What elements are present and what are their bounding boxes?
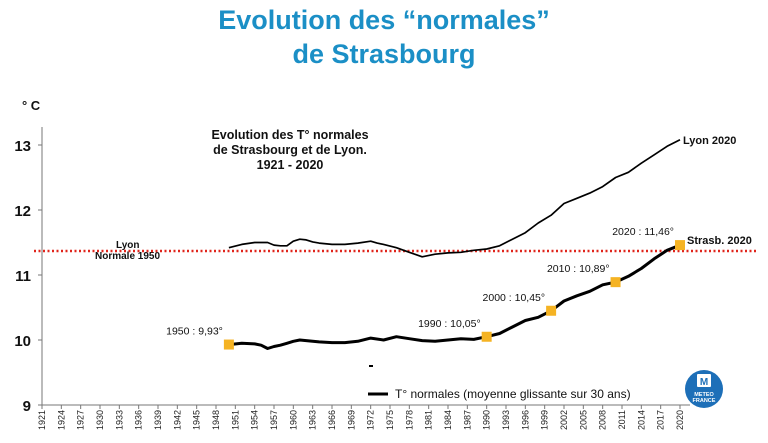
x-tick-label: 2005 — [578, 410, 588, 430]
reference-label-line2: Normale 1950 — [95, 251, 160, 262]
x-tick-label: 1957 — [269, 410, 279, 430]
meteo-france-logo: M METEO FRANCE — [685, 370, 723, 408]
x-tick-label: 2011 — [617, 410, 627, 429]
x-tick-label: 1951 — [230, 410, 240, 430]
x-tick-label: 1990 — [482, 410, 492, 430]
highlight-label: 2000 : 10,45° — [483, 292, 546, 304]
x-tick-label: 1942 — [172, 410, 182, 430]
highlight-marker — [610, 277, 621, 288]
x-tick-label: 1996 — [520, 410, 530, 430]
logo-line2: FRANCE — [693, 398, 716, 404]
page-title-line2: de Strasbourg — [292, 39, 476, 69]
x-tick-label: 1963 — [308, 410, 318, 430]
highlight-label: 2020 : 11,46° — [612, 226, 674, 238]
highlight-marker — [546, 305, 557, 316]
x-tick-label: 2020 — [675, 410, 685, 430]
x-tick-label: 1999 — [540, 410, 550, 430]
x-tick-label: 2008 — [598, 410, 608, 430]
legend-label: T° normales (moyenne glissante sur 30 an… — [395, 387, 631, 401]
y-axis-label: ° C — [22, 98, 41, 113]
page-title-line1: Evolution des “normales” — [218, 5, 550, 35]
x-tick-label: 1960 — [288, 410, 298, 430]
series-line-strasbourg — [228, 243, 681, 350]
logo-line1: METEO — [694, 392, 714, 398]
highlight-label: 2010 : 10,89° — [547, 263, 610, 275]
x-tick-label: 2002 — [559, 410, 569, 430]
highlight-label: 1950 : 9,93° — [166, 326, 223, 338]
x-tick-label: 2017 — [656, 410, 666, 430]
chart-inner-title-line3: 1921 - 2020 — [257, 158, 324, 172]
reference-label-line1: Lyon — [116, 240, 140, 251]
highlight-marker — [675, 240, 685, 251]
y-tick-label: 10 — [14, 333, 31, 350]
x-tick-label: 1972 — [366, 410, 376, 430]
x-tick-label: 1921 — [37, 410, 47, 430]
chart-inner-title-line1: Evolution des T° normales — [211, 128, 368, 142]
y-tick-label: 11 — [15, 268, 31, 285]
highlight-marker — [481, 331, 492, 342]
series-label-lyon: Lyon 2020 — [683, 135, 736, 147]
x-tick-label: 1924 — [56, 410, 66, 430]
x-tick-label: 1927 — [76, 410, 86, 430]
x-tick-label: 1939 — [153, 410, 163, 430]
x-tick-label: 1930 — [95, 410, 105, 430]
x-tick-label: 1993 — [501, 410, 511, 430]
x-tick-label: 1948 — [211, 410, 221, 430]
x-tick-label: 1981 — [424, 410, 434, 430]
x-tick-label: 1987 — [462, 410, 472, 430]
series-line-lyon — [228, 139, 681, 258]
svg-text:M: M — [700, 377, 708, 388]
series-label-strasbourg: Strasb. 2020 — [687, 235, 752, 247]
y-tick-label: 13 — [14, 138, 31, 155]
highlight-marker — [223, 339, 234, 350]
x-tick-label: 1978 — [404, 410, 414, 430]
x-tick-label: 1936 — [134, 410, 144, 430]
highlight-label: 1990 : 10,05° — [418, 318, 481, 330]
x-tick-label: 1984 — [443, 410, 453, 430]
chart-inner-title-line2: de Strasbourg et de Lyon. — [213, 143, 367, 157]
x-tick-label: 1975 — [385, 410, 395, 430]
x-tick-label: 1966 — [327, 410, 337, 430]
y-tick-label: 9 — [23, 398, 31, 415]
y-tick-label: 12 — [14, 203, 31, 220]
x-tick-label: 1954 — [250, 410, 260, 430]
x-tick-label: 1969 — [346, 410, 356, 430]
x-tick-label: 2014 — [636, 410, 646, 430]
x-tick-label: 1945 — [192, 410, 202, 430]
x-tick-label: 1933 — [114, 410, 124, 430]
